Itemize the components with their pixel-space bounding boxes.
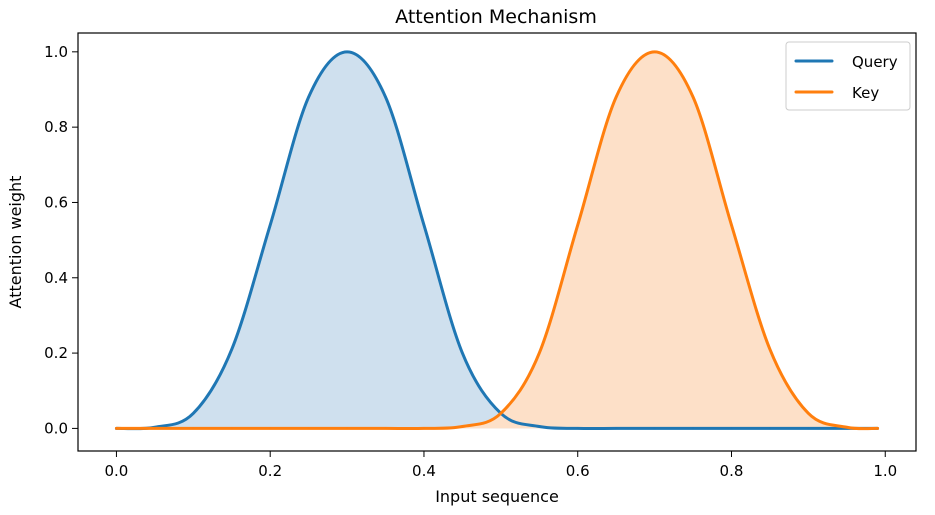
- series-point-query-16: [730, 427, 732, 429]
- x-tick-label-1: 0.2: [258, 462, 282, 480]
- x-tick-label-2: 0.4: [412, 462, 436, 480]
- series-point-query-15: [692, 427, 694, 429]
- series-fill-query: [116, 51, 878, 429]
- series-point-key-19: [846, 426, 848, 428]
- series-point-query-13: [615, 427, 617, 429]
- series-point-key-10: [500, 412, 502, 414]
- series-point-key-13: [615, 96, 617, 98]
- series-point-key-9: [461, 425, 463, 427]
- series-point-query-7: [384, 96, 386, 98]
- series-point-key-17: [769, 348, 771, 350]
- series-point-query-14: [653, 427, 655, 429]
- legend-label-query: Query: [852, 53, 898, 71]
- series-point-key-7: [384, 427, 386, 429]
- series-line-key: [114, 50, 880, 431]
- series-point-query-5: [307, 96, 309, 98]
- series-point-key-14: [653, 51, 655, 53]
- series-point-key-4: [269, 427, 271, 429]
- series-point-query-18: [807, 427, 809, 429]
- series-lines: [114, 50, 880, 431]
- y-tick-label-2: 0.4: [44, 269, 68, 287]
- y-axis-label: Attention weight: [6, 176, 25, 309]
- series-point-key-11: [538, 352, 540, 354]
- series-point-query-12: [577, 427, 579, 429]
- y-tick-label-0: 0.0: [44, 419, 68, 437]
- series-point-query-6: [346, 51, 348, 53]
- series-point-key-2: [192, 427, 194, 429]
- x-tick-label-0: 0.0: [105, 462, 129, 480]
- series-point-key-5: [307, 427, 309, 429]
- series-line-query: [114, 50, 880, 431]
- series-point-key-1: [154, 427, 156, 429]
- y-tick-label-5: 1.0: [44, 43, 68, 61]
- x-tick-label-3: 0.6: [566, 462, 590, 480]
- series-fills: [116, 51, 878, 429]
- x-axis-label: Input sequence: [435, 487, 559, 506]
- series-fill-key: [116, 51, 878, 429]
- series-point-key-16: [730, 224, 732, 226]
- y-tick-label-3: 0.6: [44, 193, 68, 211]
- series-point-query-4: [269, 224, 271, 226]
- series-point-query-3: [231, 348, 233, 350]
- x-tick-label-4: 0.8: [720, 462, 744, 480]
- series-point-key-8: [423, 427, 425, 429]
- series-point-key-15: [692, 96, 694, 98]
- series-point-key-3: [231, 427, 233, 429]
- series-point-key-20: [876, 427, 878, 429]
- series-point-query-8: [423, 224, 425, 226]
- y-axis: 0.0 0.2 0.4 0.6 0.8 1.0: [44, 43, 78, 437]
- x-tick-label-5: 1.0: [873, 462, 897, 480]
- plot-frame: [77, 32, 917, 452]
- series-point-key-0: [115, 427, 117, 429]
- chart-title: Attention Mechanism: [395, 6, 597, 28]
- y-tick-label-4: 0.8: [44, 118, 68, 136]
- series-point-query-11: [538, 425, 540, 427]
- series-point-query-17: [769, 427, 771, 429]
- series-point-key-12: [577, 224, 579, 226]
- legend-label-key: Key: [852, 84, 879, 102]
- plot-area: [114, 50, 880, 431]
- y-tick-label-1: 0.2: [44, 344, 68, 362]
- series-point-query-2: [192, 412, 194, 414]
- legend: Query Key: [785, 41, 911, 111]
- series-point-key-18: [807, 412, 809, 414]
- series-point-key-6: [346, 427, 348, 429]
- series-point-query-9: [461, 352, 463, 354]
- x-axis: 0.0 0.2 0.4 0.6 0.8 1.0: [105, 451, 897, 480]
